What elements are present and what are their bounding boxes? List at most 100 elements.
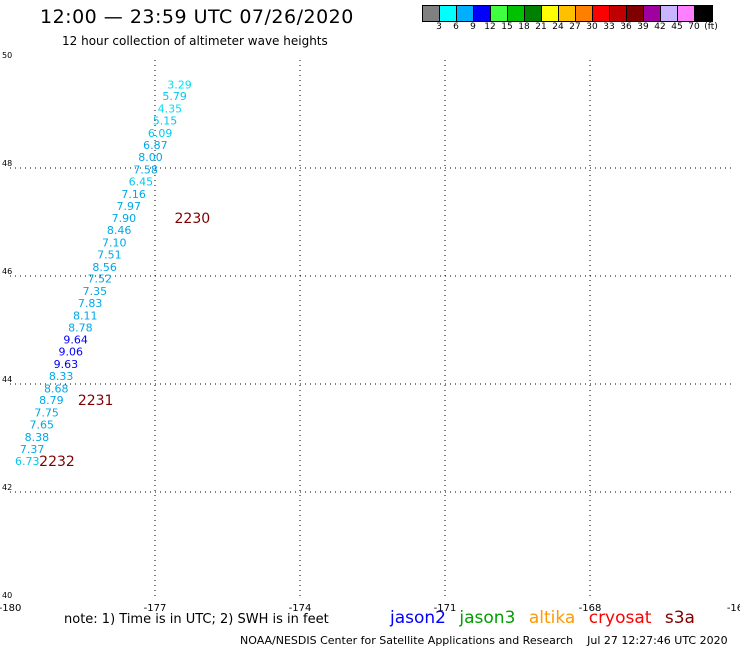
wave-height-label: 9.63: [54, 358, 79, 371]
wave-height-label: 6.87: [143, 139, 168, 152]
color-swatch: [593, 6, 610, 21]
wave-height-label: 5.15: [153, 114, 178, 127]
x-tick-label: -16: [727, 603, 740, 614]
legend-jason3: jason3: [459, 608, 516, 628]
wave-height-label: 7.10: [102, 237, 127, 250]
wave-height-label: 8.00: [138, 151, 163, 164]
footnote: note: 1) Time is in UTC; 2) SWH is in fe…: [64, 612, 329, 627]
chart-subtitle: 12 hour collection of altimeter wave hei…: [62, 34, 328, 48]
time-label: 2232: [39, 454, 75, 470]
color-scale-label: 18: [518, 22, 530, 32]
color-swatch: [627, 6, 644, 21]
x-tick-label: -180: [0, 603, 21, 614]
wave-height-label: 7.97: [117, 200, 142, 213]
wave-height-label: 7.16: [121, 188, 146, 201]
wave-height-label: 7.52: [88, 273, 113, 286]
grid-lines: [10, 60, 735, 600]
wave-height-label: 6.09: [148, 127, 173, 140]
time-label: 2230: [175, 211, 211, 227]
color-scale-label: 42: [654, 22, 666, 32]
wave-height-label: 8.38: [25, 431, 49, 444]
wave-height-label: 8.56: [92, 261, 117, 274]
wave-height-label: 7.35: [83, 285, 108, 298]
x-tick-label: -168: [579, 603, 602, 614]
color-swatch: [440, 6, 457, 21]
y-tick-label: 48: [2, 159, 12, 168]
wave-height-label: 7.83: [78, 297, 103, 310]
color-scale-label: 30: [586, 22, 598, 32]
x-tick-label: -174: [289, 603, 312, 614]
color-scale-label: 3: [436, 22, 442, 32]
wave-height-label: 9.64: [63, 334, 87, 347]
color-swatch: [695, 6, 712, 21]
time-label: 2231: [78, 393, 114, 409]
color-swatch: [661, 6, 678, 21]
color-swatch: [457, 6, 474, 21]
wave-height-label: 7.65: [30, 419, 55, 432]
credit-text: NOAA/NESDIS Center for Satellite Applica…: [240, 634, 574, 647]
color-scale-bar: [422, 5, 713, 22]
color-scale-label: 70: [688, 22, 700, 32]
color-scale-label: 15: [501, 22, 513, 32]
time-labels: 2230 2231 2232: [39, 211, 210, 470]
color-scale-label: 6: [453, 22, 459, 32]
y-tick-label: 44: [2, 375, 12, 384]
footer-credit: NOAA/NESDIS Center for Satellite Applica…: [240, 634, 728, 647]
legend-jason2: jason2: [390, 608, 446, 628]
wave-height-label: 8.11: [73, 309, 98, 322]
wave-height-label: 5.79: [162, 90, 187, 103]
color-swatch: [423, 6, 440, 21]
color-scale-label: 39: [637, 22, 649, 32]
wave-height-label: 3.29: [167, 78, 192, 91]
legend-cryosat: cryosat: [588, 608, 652, 628]
x-tick-label: -177: [144, 603, 167, 614]
color-swatch: [491, 6, 508, 21]
color-swatch: [525, 6, 542, 21]
timestamp-text: Jul 27 12:27:46 UTC 2020: [587, 634, 728, 647]
chart-title: 12:00 — 23:59 UTC 07/26/2020: [40, 6, 354, 28]
color-swatch: [559, 6, 576, 21]
wave-height-labels: 3.295.794.355.156.096.878.007.586.457.16…: [15, 78, 192, 468]
color-scale-label: 9: [470, 22, 476, 32]
color-scale-label: 12: [484, 22, 496, 32]
x-tick-label: -171: [434, 603, 457, 614]
color-scale-labels: 3 6 9 12 15 18 21 24 27 30 33 36 39 42 45 70 (ft): [422, 22, 740, 34]
color-scale-label: 45: [671, 22, 683, 32]
wave-height-label: 7.37: [20, 443, 45, 456]
legend-altika: altika: [528, 608, 576, 628]
color-scale-label: 27: [569, 22, 581, 32]
wave-height-label: 8.78: [68, 321, 93, 334]
wave-height-label: 9.06: [59, 346, 84, 359]
wave-height-label: 8.79: [39, 394, 64, 407]
color-swatch: [474, 6, 491, 21]
y-tick-label: 40: [2, 591, 12, 600]
color-scale-label: 21: [535, 22, 547, 32]
legend-s3a: s3a: [664, 608, 695, 628]
wave-height-label: 4.35: [158, 103, 183, 116]
color-swatch: [644, 6, 661, 21]
color-scale-label: 36: [620, 22, 632, 32]
color-scale-label: (ft): [704, 22, 718, 32]
wave-height-label: 7.58: [133, 164, 158, 177]
color-swatch: [576, 6, 593, 21]
axis-tick-labels: -180 -177 -174 -171 -168 -16 40 42 44 46 48 50: [0, 51, 740, 614]
y-tick-label: 50: [2, 51, 12, 60]
wave-height-label: 6.45: [129, 176, 154, 189]
color-swatch: [610, 6, 627, 21]
color-scale-label: 33: [603, 22, 615, 32]
color-swatch: [508, 6, 525, 21]
wave-height-label: 7.75: [34, 407, 59, 420]
color-scale-label: 24: [552, 22, 564, 32]
satellite-legend: jason2 jason3 altika cryosat s3a: [390, 608, 703, 628]
wave-height-label: 7.90: [112, 212, 136, 225]
y-tick-label: 42: [2, 483, 12, 492]
color-swatch: [678, 6, 695, 21]
color-swatch: [542, 6, 559, 21]
wave-height-label: 8.46: [107, 224, 132, 237]
y-tick-label: 46: [2, 267, 12, 276]
wave-height-label: 8.68: [44, 382, 69, 395]
wave-height-label: 8.33: [49, 370, 73, 383]
wave-height-label: 7.51: [97, 248, 122, 261]
wave-height-label: 6.73: [15, 455, 40, 468]
